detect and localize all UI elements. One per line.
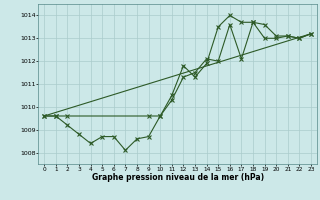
X-axis label: Graphe pression niveau de la mer (hPa): Graphe pression niveau de la mer (hPa) bbox=[92, 173, 264, 182]
